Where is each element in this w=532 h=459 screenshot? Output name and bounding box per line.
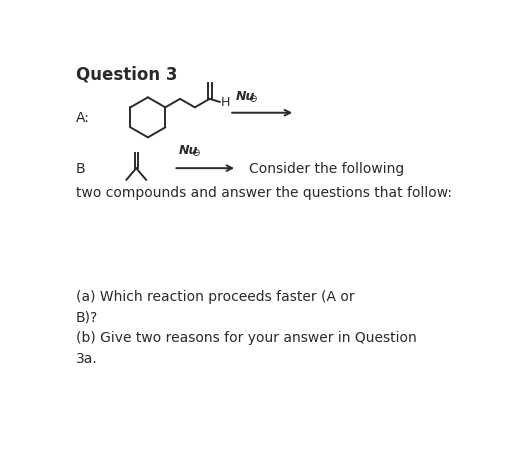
Text: two compounds and answer the questions that follow:: two compounds and answer the questions t… (76, 186, 452, 200)
Text: Nu: Nu (179, 144, 198, 157)
Text: ⊖: ⊖ (192, 147, 200, 157)
Text: ⊖: ⊖ (248, 94, 256, 103)
Text: Question 3: Question 3 (76, 66, 177, 84)
Text: (a) Which reaction proceeds faster (A or
B)?
(b) Give two reasons for your answe: (a) Which reaction proceeds faster (A or… (76, 290, 417, 365)
Text: Nu: Nu (236, 90, 255, 103)
Text: B: B (76, 162, 86, 176)
Text: H: H (220, 96, 230, 109)
Text: A:: A: (76, 111, 90, 125)
Text: Consider the following: Consider the following (248, 162, 404, 176)
